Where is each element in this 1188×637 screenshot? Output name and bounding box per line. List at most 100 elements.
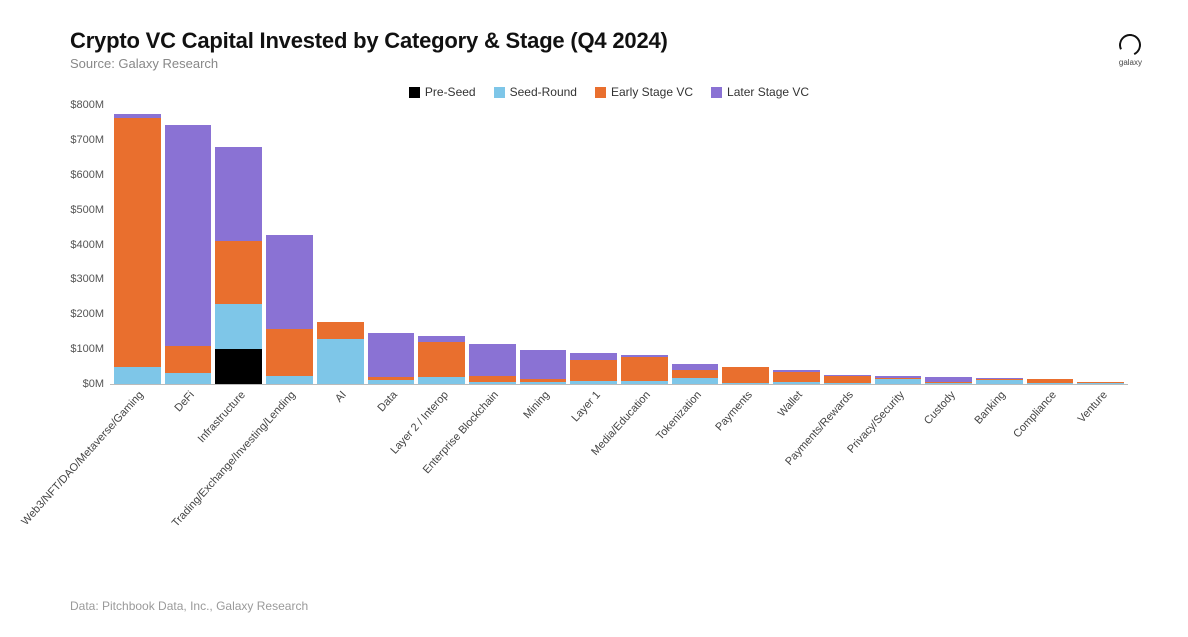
bar-segment-seed bbox=[469, 382, 516, 384]
bar-col bbox=[469, 344, 516, 384]
x-axis-labels: Web3/NFT/DAO/Metaverse/GamingDeFiInfrast… bbox=[110, 385, 1128, 415]
bar-segment-seed bbox=[368, 380, 415, 384]
bar-col bbox=[368, 333, 415, 384]
bar-segment-seed bbox=[317, 339, 364, 384]
bar-segment-later bbox=[165, 125, 212, 346]
y-tick: $800M bbox=[52, 99, 104, 111]
bar-col bbox=[114, 114, 161, 384]
x-label-slot: Infrastructure bbox=[215, 385, 262, 415]
bar-segment-early bbox=[317, 322, 364, 340]
bar-segment-early bbox=[114, 118, 161, 367]
legend: Pre-Seed Seed-Round Early Stage VC Later St… bbox=[70, 85, 1148, 99]
x-label-slot: AI bbox=[317, 385, 364, 415]
x-label: AI bbox=[333, 389, 349, 405]
bar-segment-seed bbox=[570, 381, 617, 384]
bar-segment-seed bbox=[1077, 383, 1124, 384]
x-label-slot: Data bbox=[368, 385, 415, 415]
bar-col bbox=[672, 364, 719, 384]
bar-segment-seed bbox=[976, 380, 1023, 384]
bar-segment-early bbox=[672, 370, 719, 378]
bar-col bbox=[520, 350, 567, 384]
x-label-slot: Trading/Exchange/Investing/Lending bbox=[266, 385, 313, 415]
x-label: Banking bbox=[973, 389, 1009, 427]
x-label: DeFi bbox=[173, 389, 197, 414]
plot-area: $0M$100M$200M$300M$400M$500M$600M$700M$8… bbox=[110, 105, 1128, 385]
bar-segment-seed bbox=[824, 383, 871, 384]
y-tick: $200M bbox=[52, 308, 104, 320]
legend-item-seed: Seed-Round bbox=[494, 85, 577, 99]
bar-segment-seed bbox=[1027, 383, 1074, 384]
bar-col bbox=[266, 235, 313, 384]
x-label-slot: Compliance bbox=[1027, 385, 1074, 415]
x-label-slot: Privacy/Security bbox=[875, 385, 922, 415]
bar-segment-later bbox=[215, 147, 262, 241]
chart-footer: Data: Pitchbook Data, Inc., Galaxy Resea… bbox=[70, 599, 308, 613]
x-label: Web3/NFT/DAO/Metaverse/Gaming bbox=[20, 389, 147, 528]
chart-area: $0M$100M$200M$300M$400M$500M$600M$700M$8… bbox=[110, 105, 1128, 415]
bar-col bbox=[215, 147, 262, 384]
bar-segment-later bbox=[266, 235, 313, 329]
x-label: Layer 1 bbox=[569, 389, 602, 424]
legend-item-early: Early Stage VC bbox=[595, 85, 693, 99]
galaxy-logo-icon bbox=[1116, 31, 1144, 59]
bar-segment-seed bbox=[215, 304, 262, 349]
legend-swatch bbox=[711, 87, 722, 98]
bar-segment-early bbox=[621, 357, 668, 381]
bar-segment-seed bbox=[875, 379, 922, 384]
x-label-slot: Wallet bbox=[773, 385, 820, 415]
x-label: Data bbox=[375, 389, 399, 414]
y-tick: $400M bbox=[52, 239, 104, 251]
bar-segment-seed bbox=[114, 367, 161, 384]
legend-swatch bbox=[595, 87, 606, 98]
bar-segment-seed bbox=[266, 376, 313, 384]
bar-segment-seed bbox=[672, 378, 719, 384]
bar-col bbox=[824, 375, 871, 384]
bar-segment-seed bbox=[773, 382, 820, 384]
bar-segment-preseed bbox=[215, 349, 262, 384]
bar-segment-early bbox=[165, 346, 212, 373]
chart-container: Crypto VC Capital Invested by Category &… bbox=[0, 0, 1188, 637]
y-tick: $100M bbox=[52, 343, 104, 355]
x-label-slot: Custody bbox=[925, 385, 972, 415]
bar-col bbox=[1027, 379, 1074, 384]
x-label: Payments bbox=[713, 389, 755, 433]
legend-label: Pre-Seed bbox=[425, 85, 476, 99]
bar-col bbox=[570, 353, 617, 384]
legend-label: Early Stage VC bbox=[611, 85, 693, 99]
legend-item-preseed: Pre-Seed bbox=[409, 85, 476, 99]
x-label: Wallet bbox=[776, 389, 805, 419]
bar-col bbox=[1077, 382, 1124, 384]
y-tick: $700M bbox=[52, 134, 104, 146]
bar-segment-early bbox=[215, 241, 262, 304]
bar-segment-early bbox=[570, 360, 617, 381]
bar-segment-early bbox=[418, 342, 465, 377]
x-label: Venture bbox=[1075, 389, 1109, 425]
x-label-slot: Mining bbox=[520, 385, 567, 415]
bar-col bbox=[925, 377, 972, 384]
x-label-slot: Payments bbox=[722, 385, 769, 415]
bar-col bbox=[773, 370, 820, 384]
bar-segment-seed bbox=[165, 373, 212, 384]
bar-segment-seed bbox=[520, 382, 567, 384]
x-label-slot: Media/Education bbox=[621, 385, 668, 415]
bar-segment-early bbox=[266, 329, 313, 377]
bar-segment-seed bbox=[925, 383, 972, 384]
legend-label: Later Stage VC bbox=[727, 85, 809, 99]
y-tick: $0M bbox=[52, 378, 104, 390]
bar-segment-seed bbox=[621, 381, 668, 385]
y-tick: $500M bbox=[52, 204, 104, 216]
legend-label: Seed-Round bbox=[510, 85, 577, 99]
legend-swatch bbox=[409, 87, 420, 98]
legend-swatch bbox=[494, 87, 505, 98]
x-label-slot: Venture bbox=[1077, 385, 1124, 415]
bar-col bbox=[722, 367, 769, 384]
y-tick: $300M bbox=[52, 273, 104, 285]
bar-col bbox=[165, 125, 212, 384]
bar-col bbox=[418, 336, 465, 384]
bar-segment-later bbox=[469, 344, 516, 376]
bar-col bbox=[875, 376, 922, 384]
bar-segment-later bbox=[368, 333, 415, 377]
x-label-slot: Layer 2 / Interop bbox=[418, 385, 465, 415]
galaxy-logo-text: galaxy bbox=[1119, 58, 1142, 67]
bar-segment-seed bbox=[722, 383, 769, 384]
